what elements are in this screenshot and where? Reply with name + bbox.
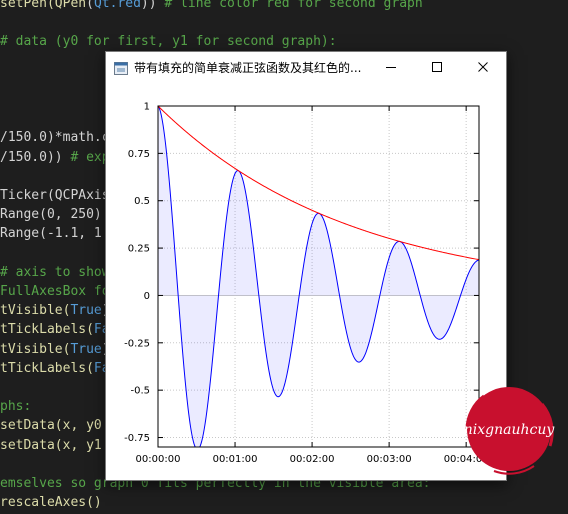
code-token: # data (y0 for first, y1 for second grap… — [0, 34, 337, 50]
code-line: tVisible(True) — [0, 340, 110, 359]
code-token: setData(x, y1 — [0, 437, 102, 453]
code-line: tVisible(True) — [0, 301, 110, 320]
y-tick-label: 0.75 — [128, 149, 150, 160]
code-token: tVisible( — [0, 341, 71, 357]
series-0-fill — [158, 106, 479, 447]
app-window-icon — [114, 60, 128, 75]
code-token: Range(-1.1, 1 — [0, 226, 102, 242]
code-line: tTickLabels(Fa — [0, 359, 110, 378]
code-token: )) — [140, 0, 165, 11]
damped-sine-chart: 00:00:00 00:01:00 00:02:00 00:03:00 00:04:00… — [124, 102, 489, 466]
code-line: Range(0, 250) — [0, 205, 102, 224]
x-tick-label: 00:03:00 — [367, 454, 412, 465]
y-tick-label: -0.5 — [130, 386, 150, 397]
series-1-line — [158, 106, 479, 261]
code-line: setPen(QPen(Qt.red)) # line color red fo… — [0, 0, 423, 13]
code-line: FullAxesBox fo — [0, 282, 110, 301]
code-token: tTickLabels( — [0, 360, 94, 376]
code-token: /150.0)*math.c — [0, 130, 110, 146]
code-token: Ticker(QCPAxis — [0, 188, 110, 203]
code-line: # axis to show — [0, 263, 110, 282]
close-button[interactable] — [460, 52, 506, 82]
code-token: True — [70, 303, 102, 319]
code-line: Range(-1.1, 1 — [0, 224, 102, 243]
code-token: # exp — [70, 149, 110, 165]
close-icon — [478, 62, 488, 72]
y-tick-label: -0.25 — [124, 338, 150, 349]
code-token: FullAxesBox fo — [0, 284, 110, 299]
axes-box — [157, 105, 480, 448]
title-bar[interactable]: 带有填充的简单衰减正弦函数及其红色的... — [106, 52, 506, 82]
y-tick-label: 1 — [144, 102, 150, 113]
code-token: phs: — [0, 399, 32, 415]
minimize-button[interactable] — [368, 52, 414, 82]
maximize-button[interactable] — [414, 52, 460, 82]
code-token: tVisible( — [0, 303, 71, 319]
minimize-icon — [386, 67, 396, 68]
x-tick-label: 00:02:00 — [290, 454, 335, 465]
code-line: tTickLabels(Fa — [0, 320, 110, 339]
maximize-icon — [432, 62, 442, 72]
y-tick-label: 0 — [144, 291, 150, 302]
code-token: setPen( — [0, 0, 55, 11]
code-line: phs: — [0, 397, 31, 416]
code-token: /150.0)) — [0, 149, 71, 165]
code-token: # axis to show — [0, 264, 110, 280]
code-line: # data (y0 for first, y1 for second grap… — [0, 32, 337, 51]
code-token: rescaleAxes() — [0, 495, 102, 511]
x-tick-label: 00:01:00 — [213, 454, 258, 465]
code-token: QPen — [54, 0, 87, 11]
x-tick-label: 00:00:00 — [136, 454, 181, 465]
code-token: tTickLabels( — [0, 322, 94, 338]
watermark-text: nixgnauhcuy — [464, 422, 556, 438]
code-line: /150.0)) # exp — [0, 148, 110, 167]
y-tick-label: 0.5 — [134, 196, 150, 207]
x-tick-label: 00:04:00 — [444, 454, 489, 465]
y-tick-label: -0.75 — [124, 433, 150, 444]
code-token: setData(x, y0 — [0, 418, 102, 434]
code-token: ( — [86, 0, 94, 11]
watermark-stamp: nixgnauhcuy — [454, 374, 564, 484]
plot-area[interactable]: 00:00:00 00:01:00 00:02:00 00:03:00 00:04:00… — [115, 92, 494, 470]
plot-window[interactable]: 带有填充的简单衰减正弦函数及其红色的... 00:00:00 00:01:00 00… — [105, 51, 507, 481]
code-token: Qt.red — [93, 0, 141, 11]
code-token: True — [70, 341, 102, 357]
window-title: 带有填充的简单衰减正弦函数及其红色的... — [134, 61, 362, 75]
code-line: setData(x, y0 — [0, 416, 102, 435]
code-line: /150.0)*math.c — [0, 128, 110, 147]
code-line: Ticker(QCPAxis — [0, 186, 110, 205]
code-token: Range(0, 250) — [0, 207, 102, 223]
code-line: setData(x, y1 — [0, 436, 102, 455]
y-tick-label: 0.25 — [128, 244, 150, 255]
code-token: # line color red for second graph — [164, 0, 423, 11]
code-line: rescaleAxes() — [0, 493, 102, 512]
